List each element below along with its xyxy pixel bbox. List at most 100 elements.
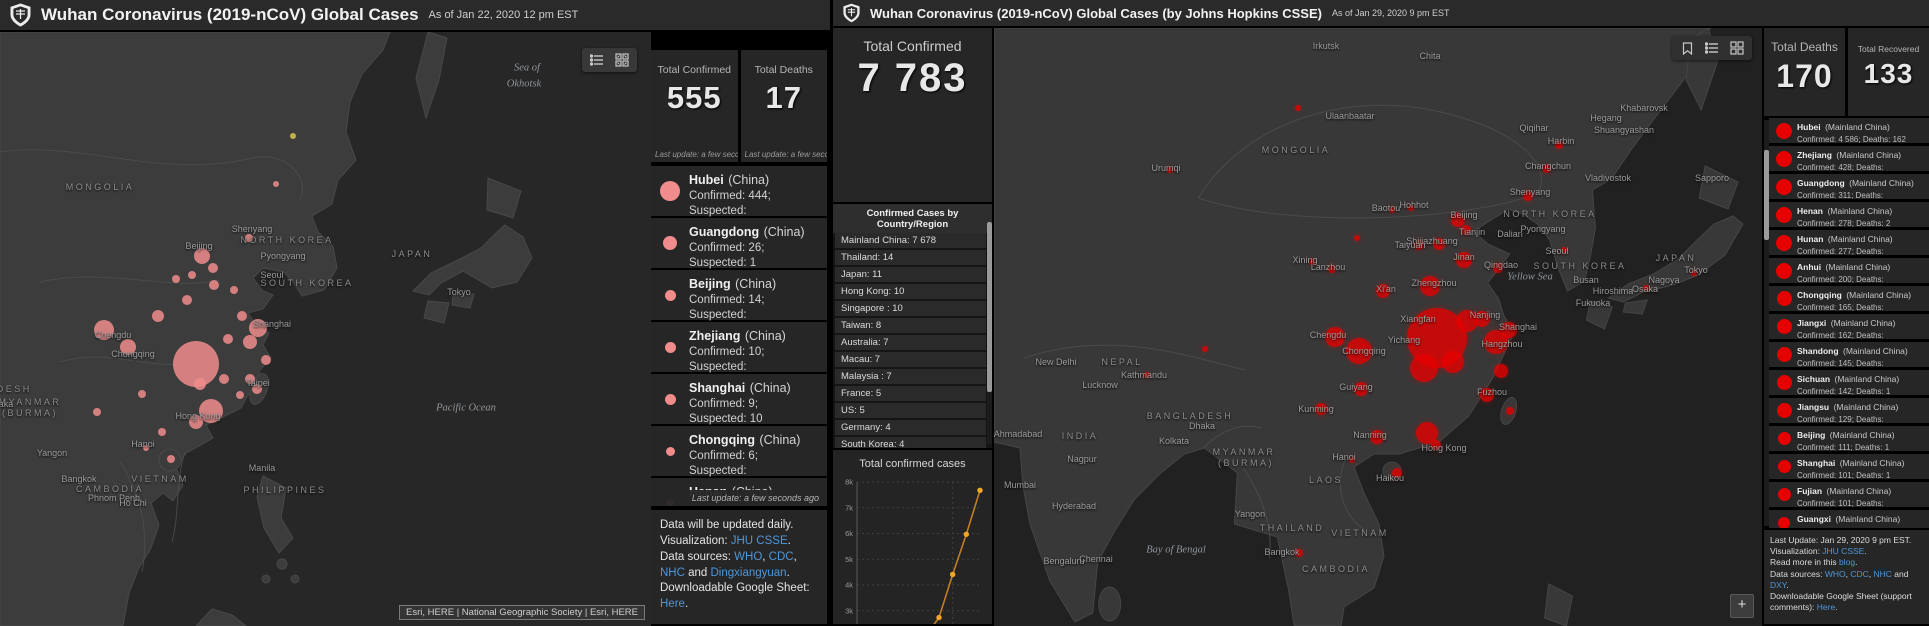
case-circle[interactable]: [236, 391, 244, 399]
case-circle[interactable]: [252, 384, 262, 394]
case-circle[interactable]: [1494, 364, 1508, 378]
case-circle[interactable]: [273, 181, 279, 187]
case-circle[interactable]: [1543, 165, 1551, 173]
case-circle[interactable]: [1370, 430, 1384, 444]
case-circle[interactable]: [1442, 351, 1464, 373]
legend-list-icon[interactable]: [588, 52, 606, 68]
country-row[interactable]: Macau: 7: [835, 352, 986, 367]
case-circle[interactable]: [208, 263, 218, 273]
case-circle[interactable]: [1474, 311, 1490, 327]
country-row[interactable]: Australia: 7: [835, 335, 986, 350]
case-circle[interactable]: [1295, 549, 1303, 557]
zoom-in-button[interactable]: +: [1730, 594, 1754, 618]
case-circle[interactable]: [249, 319, 267, 337]
region-list-item[interactable]: Guangdong (China) Confirmed: 26; Suspect…: [651, 218, 827, 269]
case-circle[interactable]: [94, 320, 114, 340]
case-circle[interactable]: [1392, 468, 1402, 478]
case-circle[interactable]: [1354, 382, 1368, 396]
basemap-gallery-icon[interactable]: [613, 52, 631, 68]
region-list-item[interactable]: Hubei (Mainland China) Confirmed: 4 586;…: [1769, 118, 1929, 144]
scrollbar-thumb[interactable]: [1764, 150, 1769, 240]
basemap-gallery-icon[interactable]: [1728, 40, 1746, 56]
case-circle[interactable]: [152, 310, 164, 322]
case-circle[interactable]: [1354, 235, 1360, 241]
region-list-item[interactable]: Guangdong (Mainland China) Confirmed: 31…: [1769, 174, 1929, 200]
region-list-item[interactable]: Jiangsu (Mainland China) Confirmed: 129;…: [1769, 398, 1929, 424]
case-circle[interactable]: [1309, 259, 1315, 265]
case-circle[interactable]: [223, 334, 233, 344]
case-circle[interactable]: [1325, 327, 1345, 347]
region-list-item[interactable]: Fujian (Mainland China) Confirmed: 101; …: [1769, 482, 1929, 508]
country-row[interactable]: Germany: 4: [835, 420, 986, 435]
link[interactable]: NHC: [1873, 568, 1892, 579]
case-circle[interactable]: [1523, 191, 1533, 201]
country-row[interactable]: Thailand: 14: [835, 250, 986, 265]
case-circle[interactable]: [1555, 141, 1563, 149]
region-list-item[interactable]: Shandong (Mainland China) Confirmed: 145…: [1769, 342, 1929, 368]
case-circle[interactable]: [209, 280, 219, 290]
country-row[interactable]: Japan: 11: [835, 267, 986, 282]
region-list-item[interactable]: Sichuan (Mainland China) Confirmed: 142;…: [1769, 370, 1929, 396]
case-circle[interactable]: [243, 335, 257, 349]
case-circle[interactable]: [1346, 338, 1372, 364]
country-row[interactable]: Mainland China: 7 678: [835, 233, 986, 248]
case-circle[interactable]: [143, 445, 149, 451]
case-circle[interactable]: [1493, 263, 1503, 273]
confirmed-cases-chart[interactable]: 01k2k3k4k5k6k7k8ksty 20sty 27: [833, 472, 990, 624]
chart-panel[interactable]: Total confirmed cases 01k2k3k4k5k6k7k8ks…: [833, 450, 992, 624]
country-row[interactable]: Singapore : 10: [835, 301, 986, 316]
case-circle[interactable]: [1328, 265, 1336, 273]
legend-list-icon[interactable]: [1703, 40, 1721, 56]
case-circle[interactable]: [172, 275, 180, 283]
case-circle[interactable]: [1408, 205, 1414, 211]
case-circle[interactable]: [1456, 252, 1472, 268]
link[interactable]: CDC: [768, 550, 794, 563]
case-circle[interactable]: [93, 408, 101, 416]
region-list-item[interactable]: Anhui (Mainland China) Confirmed: 200; D…: [1769, 258, 1929, 284]
case-circle[interactable]: [1420, 276, 1440, 296]
region-list-item[interactable]: Zhejiang (China) Confirmed: 10; Suspecte…: [651, 322, 827, 373]
region-list-item[interactable]: Zhejiang (Mainland China) Confirmed: 428…: [1769, 146, 1929, 172]
link[interactable]: WHO: [734, 550, 763, 563]
link[interactable]: CDC: [1850, 568, 1869, 579]
case-circle[interactable]: [188, 271, 196, 279]
case-circle[interactable]: [138, 390, 146, 398]
case-circle[interactable]: [1202, 346, 1208, 352]
case-circle[interactable]: [1416, 422, 1438, 444]
case-circle[interactable]: [194, 378, 206, 390]
map-jan22[interactable]: Sea of Okhotsk MONGOLIA Shenyang Beijing NORT…: [0, 32, 651, 626]
case-circle[interactable]: [230, 286, 238, 294]
link[interactable]: DXY: [1770, 579, 1787, 590]
case-circle[interactable]: [1501, 322, 1517, 338]
link[interactable]: Here: [660, 598, 685, 611]
case-circle[interactable]: [1433, 238, 1445, 250]
bookmark-icon[interactable]: [1678, 40, 1696, 56]
case-circle[interactable]: [1456, 310, 1478, 332]
case-circle[interactable]: [1167, 167, 1173, 173]
case-circle[interactable]: [237, 311, 247, 321]
case-circle[interactable]: [1144, 372, 1150, 378]
country-row[interactable]: Malaysia : 7: [835, 369, 986, 384]
case-circle[interactable]: [245, 234, 253, 242]
case-circle[interactable]: [219, 374, 229, 384]
case-circle[interactable]: [1295, 105, 1301, 111]
case-circle[interactable]: [1561, 247, 1567, 253]
case-circle[interactable]: [1410, 354, 1438, 382]
link[interactable]: blog: [1838, 557, 1856, 568]
country-row[interactable]: Taiwan: 8: [835, 318, 986, 333]
case-circle[interactable]: [1506, 407, 1514, 415]
case-circle[interactable]: [1431, 440, 1441, 450]
region-list-item[interactable]: Hunan (Mainland China) Confirmed: 277; D…: [1769, 230, 1929, 256]
region-list-item[interactable]: Guangxi (Mainland China) Confirmed: 78; …: [1769, 510, 1929, 528]
link[interactable]: NHC: [660, 566, 685, 579]
region-list-item[interactable]: Henan (Mainland China) Confirmed: 278; D…: [1769, 202, 1929, 228]
link[interactable]: WHO: [1824, 568, 1846, 579]
case-circle[interactable]: [1389, 207, 1395, 213]
case-circle[interactable]: [167, 455, 175, 463]
region-list-item[interactable]: Shanghai (Mainland China) Confirmed: 101…: [1769, 454, 1929, 480]
case-circle[interactable]: [1691, 270, 1697, 276]
country-row[interactable]: South Korea: 4: [835, 437, 986, 448]
region-list-item[interactable]: Shanghai (China) Confirmed: 9; Suspected…: [651, 374, 827, 425]
case-circle[interactable]: [1643, 285, 1649, 291]
case-circle[interactable]: [182, 295, 192, 305]
